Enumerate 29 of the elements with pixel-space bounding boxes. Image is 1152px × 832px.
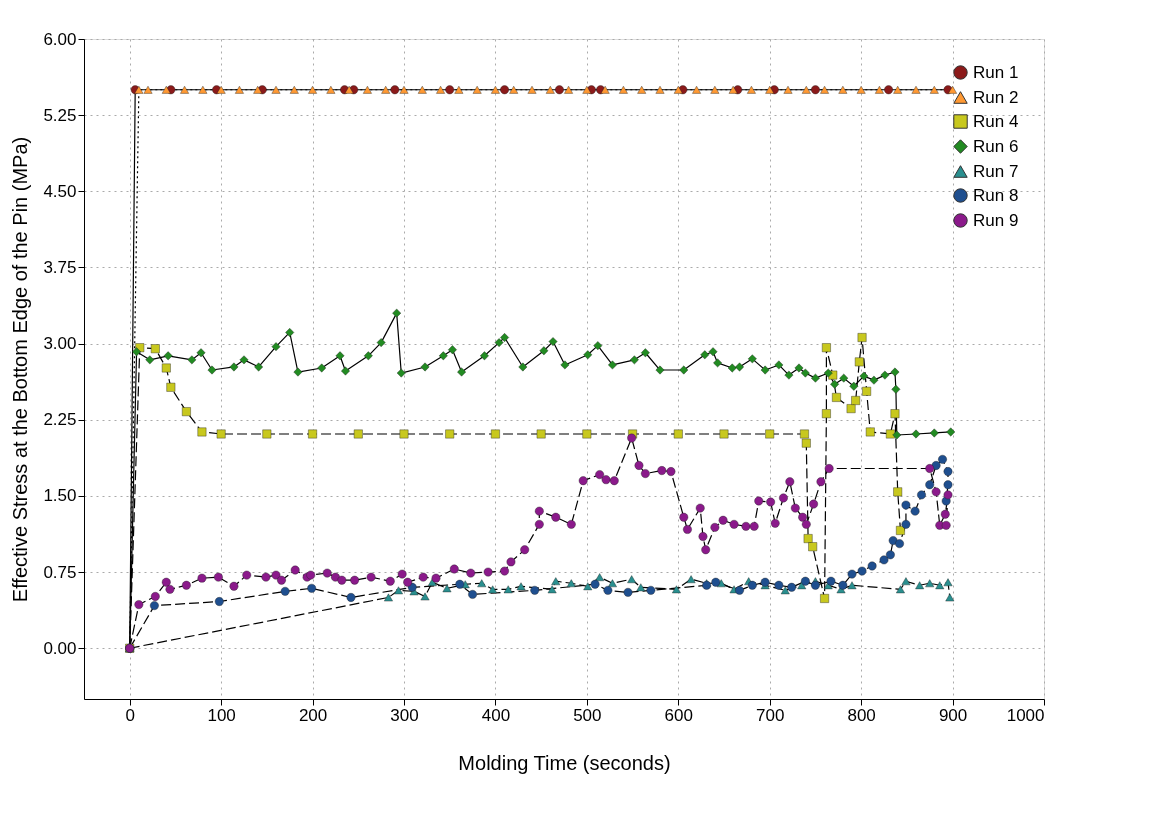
x-axis-title: Molding Time (seconds) [458, 751, 671, 774]
x-tick-label: 800 [847, 705, 876, 725]
x-tick-label: 200 [298, 705, 328, 725]
x-tick-label: 500 [573, 705, 602, 725]
y-tick-label: 6.00 [43, 29, 77, 49]
y-tick-label: 5.25 [43, 105, 77, 125]
x-tick-label: 400 [481, 705, 511, 725]
x-tick-label: 700 [756, 705, 785, 725]
x-tick-label: 1000 [1006, 705, 1045, 725]
y-tick-label: 3.00 [43, 334, 77, 354]
x-tick-label: 300 [390, 705, 419, 725]
y-tick-label: 0.75 [43, 562, 77, 582]
y-tick-label: 1.50 [43, 486, 77, 506]
x-tick-label: 100 [207, 705, 236, 725]
y-tick-label: 2.25 [43, 410, 77, 430]
x-tick-label: 600 [664, 705, 693, 725]
legend-label: Run 9 [973, 210, 1019, 230]
y-tick-label: 4.50 [43, 181, 77, 201]
legend-label: Run 6 [973, 136, 1019, 156]
legend-label: Run 8 [973, 185, 1019, 205]
y-tick-label: 0.00 [43, 638, 77, 658]
legend-label: Run 4 [973, 111, 1019, 131]
y-tick-label: 3.75 [43, 257, 77, 277]
x-tick-label: 900 [938, 705, 968, 725]
y-axis-title: Effective Stress at the Bottom Edge of the Pin (MPa) [9, 136, 32, 603]
legend-label: Run 7 [973, 161, 1019, 181]
legend-label: Run 1 [973, 62, 1019, 82]
x-tick-label: 0 [125, 705, 135, 725]
legend-label: Run 2 [973, 87, 1019, 107]
